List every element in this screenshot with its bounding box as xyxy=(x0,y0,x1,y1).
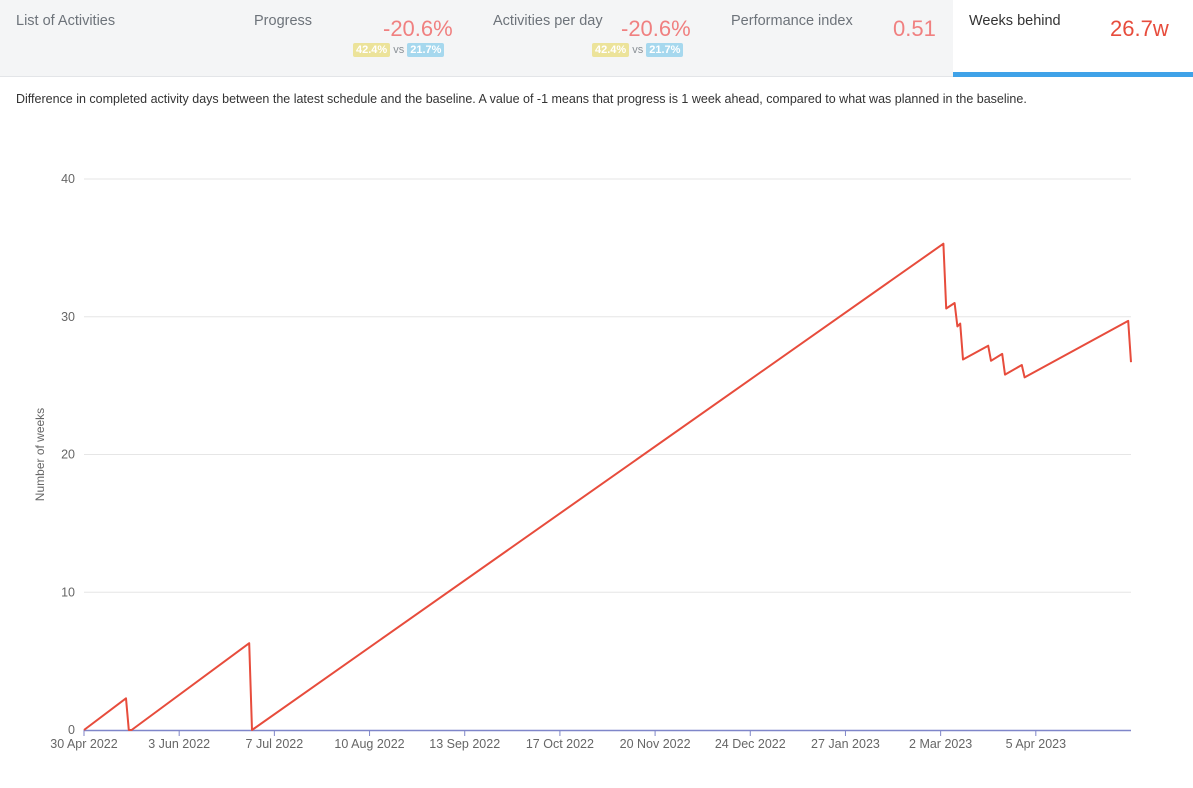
progress-comparison: 42.4% vs 21.7% xyxy=(353,43,445,57)
vs-label: vs xyxy=(393,44,405,56)
x-tick-label: 3 Jun 2022 xyxy=(148,737,210,751)
tab-label: Performance index xyxy=(731,13,853,29)
tab-activities-per-day[interactable]: Activities per day -20.6% 42.4% vs 21.7% xyxy=(478,0,713,76)
tab-performance-index[interactable]: Performance index 0.51 xyxy=(716,0,952,76)
x-tick-label: 24 Dec 2022 xyxy=(715,737,786,751)
x-tick-label: 10 Aug 2022 xyxy=(334,737,404,751)
weeks-behind-series-line xyxy=(83,242,1132,731)
x-tick-label: 20 Nov 2022 xyxy=(620,737,691,751)
y-tick-label: 10 xyxy=(61,585,75,599)
chart-description: Difference in completed activity days be… xyxy=(16,92,1027,106)
tab-label: Weeks behind xyxy=(969,13,1061,29)
y-tick-label: 0 xyxy=(68,723,75,737)
x-tick-label: 7 Jul 2022 xyxy=(246,737,304,751)
activities-per-day-comparison: 42.4% vs 21.7% xyxy=(592,43,684,57)
x-tick-label: 30 Apr 2022 xyxy=(50,737,117,751)
performance-index-value: 0.51 xyxy=(893,16,936,41)
actual-badge: 42.4% xyxy=(592,43,630,57)
activities-per-day-value: -20.6% xyxy=(621,16,691,41)
weeks-behind-value: 26.7w xyxy=(1110,16,1169,41)
active-tab-indicator xyxy=(953,72,1193,77)
tab-label: List of Activities xyxy=(16,13,116,29)
x-tick-label: 2 Mar 2023 xyxy=(909,737,972,751)
y-axis-title: Number of weeks xyxy=(33,408,47,501)
metric-tabs: List of Activities Progress -20.6% 42.4%… xyxy=(0,0,1193,77)
x-tick-label: 5 Apr 2023 xyxy=(1006,737,1067,751)
x-tick-label: 13 Sep 2022 xyxy=(429,737,500,751)
vs-label: vs xyxy=(632,44,644,56)
x-tick-label: 27 Jan 2023 xyxy=(811,737,880,751)
y-tick-label: 20 xyxy=(61,448,75,462)
tab-list-of-activities[interactable]: List of Activities xyxy=(0,0,240,76)
progress-value: -20.6% xyxy=(383,16,453,41)
tab-label: Activities per day xyxy=(493,13,603,29)
planned-badge: 21.7% xyxy=(407,43,445,57)
x-tick-label: 17 Oct 2022 xyxy=(526,737,594,751)
y-tick-label: 30 xyxy=(61,310,75,324)
y-tick-label: 40 xyxy=(61,172,75,186)
tab-weeks-behind[interactable]: Weeks behind 26.7w xyxy=(953,0,1193,77)
weeks-behind-chart: 0 10 20 30 40 30 Apr 2022 3 Jun 2022 7 Jul 2022… xyxy=(33,172,1132,751)
tab-label: Progress xyxy=(254,13,313,29)
tab-progress[interactable]: Progress -20.6% 42.4% vs 21.7% xyxy=(240,0,475,76)
planned-badge: 21.7% xyxy=(646,43,684,57)
actual-badge: 42.4% xyxy=(353,43,391,57)
